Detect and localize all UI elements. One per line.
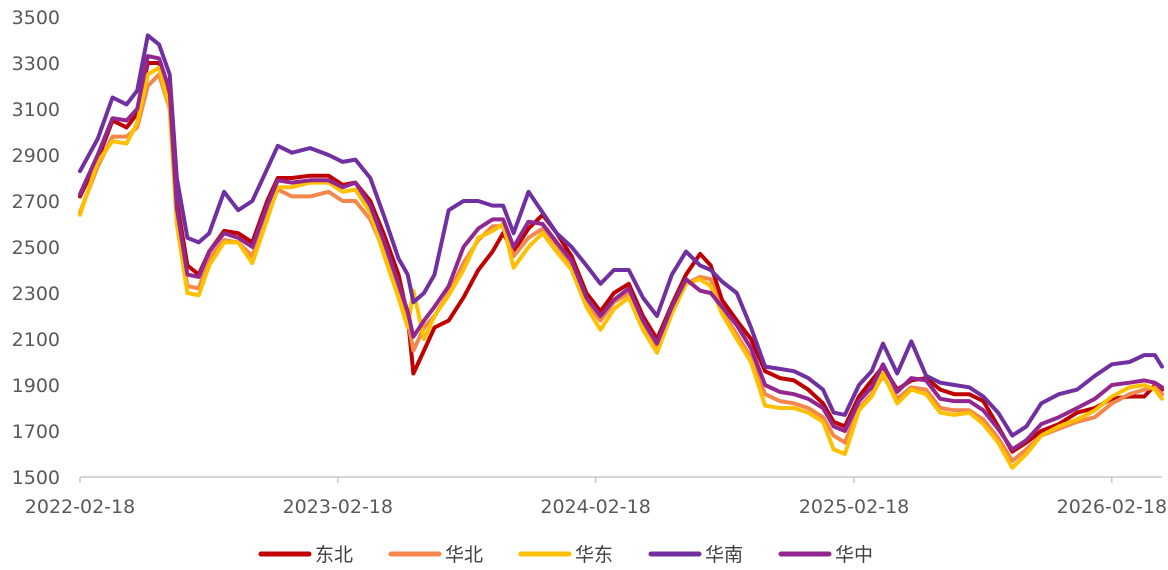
series-line [78,33,1164,438]
y-tick-label: 3100 [12,99,60,121]
series-line [78,61,1164,454]
y-tick-label: 1700 [12,421,60,443]
x-tick-label: 2026-02-18 [1057,496,1167,518]
x-axis: 2022-02-18 2023-02-18 2024-02-18 2025-02-18… [25,476,1167,518]
legend-label: 华中 [835,544,873,566]
series-lines [78,33,1164,470]
x-tick-label: 2023-02-18 [283,496,393,518]
legend-label: 东北 [315,544,353,566]
x-tick-label: 2025-02-18 [799,496,909,518]
y-tick-label: 3300 [12,53,60,75]
legend: 东北 华北 华东 华南 华中 [258,544,873,566]
y-tick-label: 2100 [12,329,60,351]
y-tick-label: 3500 [12,7,60,29]
y-tick-label: 2300 [12,283,60,305]
y-axis-ticks: 1500 1700 1900 2100 2300 2500 2700 2900 3100 3300… [12,7,60,489]
y-tick-label: 2900 [12,145,60,167]
x-tick-label: 2024-02-18 [540,496,650,518]
y-tick-label: 1500 [12,467,60,489]
legend-label: 华东 [575,544,613,566]
y-tick-label: 1900 [12,375,60,397]
series-line [78,54,1164,452]
y-tick-label: 2500 [12,237,60,259]
series-line [78,65,1164,470]
legend-label: 华南 [705,544,743,566]
legend-label: 华北 [445,544,483,566]
y-tick-label: 2700 [12,191,60,213]
series-line [78,72,1164,463]
x-tick-label: 2022-02-18 [25,496,135,518]
